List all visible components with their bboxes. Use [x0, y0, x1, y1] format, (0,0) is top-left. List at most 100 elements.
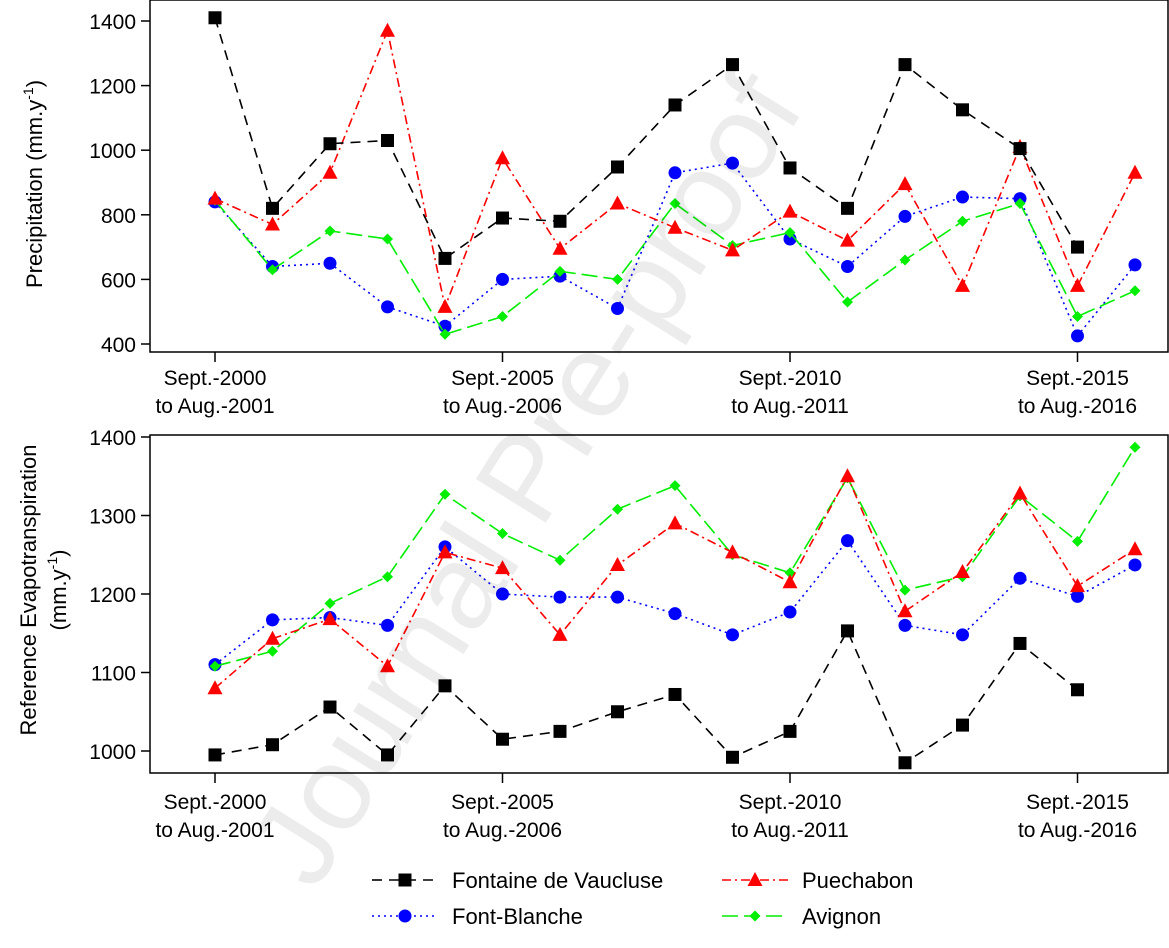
data-point-avignon [382, 233, 393, 245]
y-tick-label: 800 [101, 205, 136, 228]
legend-label: Font-Blanche [452, 904, 583, 929]
data-point-font-blanche [898, 618, 912, 632]
data-point-avignon [497, 311, 508, 323]
data-point-puechabon [725, 242, 740, 257]
data-point-font-blanche [496, 587, 509, 601]
data-point-puechabon [955, 564, 970, 579]
data-point-font-blanche [553, 590, 567, 604]
data-point-fontaine-de-vaucluse [381, 748, 394, 762]
data-point-avignon [382, 571, 393, 583]
data-point-puechabon [265, 216, 280, 231]
data-point-puechabon [207, 190, 223, 205]
data-point-avignon [1072, 535, 1083, 547]
data-point-puechabon [322, 164, 338, 179]
data-point-font-blanche [726, 156, 739, 170]
data-point-font-blanche [1128, 558, 1142, 572]
legend-label: Avignon [802, 904, 881, 929]
data-point-avignon [784, 227, 796, 239]
data-point-fontaine-de-vaucluse [841, 624, 854, 638]
data-point-font-blanche [668, 607, 682, 621]
data-point-puechabon [840, 468, 855, 483]
legend: Fontaine de Vaucluse Puechabon Font-Blanch… [372, 868, 913, 929]
y-axis-title-unit: (mm.y-1) [44, 550, 71, 631]
data-point-fontaine-de-vaucluse [783, 724, 797, 738]
data-point-fontaine-de-vaucluse [266, 201, 279, 215]
data-point-font-blanche [381, 300, 394, 314]
y-tick-label: 1100 [91, 663, 136, 686]
data-point-fontaine-de-vaucluse [1013, 142, 1027, 156]
data-point-puechabon [437, 544, 453, 559]
data-point-fontaine-de-vaucluse [783, 161, 797, 175]
series-puechabon [207, 468, 1143, 695]
y-axis-title: Reference Evapotranspiration [16, 444, 41, 735]
legend-marker [398, 873, 412, 887]
data-point-avignon [1014, 197, 1026, 209]
data-point-fontaine-de-vaucluse [611, 705, 624, 719]
y-tick-label: 1300 [89, 506, 136, 529]
data-point-fontaine-de-vaucluse [956, 718, 969, 732]
data-point-puechabon [1012, 485, 1028, 500]
legend-marker [747, 872, 763, 886]
data-point-avignon [1072, 311, 1083, 323]
data-point-avignon [669, 197, 681, 209]
x-tick-label: Sept.-2015 [1026, 367, 1129, 390]
y-axis-title: Precipitation (mm.y-1) [20, 80, 47, 288]
data-point-font-blanche [668, 166, 682, 180]
data-point-avignon [1129, 441, 1141, 453]
data-point-fontaine-de-vaucluse [898, 756, 912, 770]
y-tick-label: 1400 [89, 427, 136, 450]
data-point-puechabon [207, 680, 223, 695]
data-point-fontaine-de-vaucluse [381, 134, 394, 148]
data-point-fontaine-de-vaucluse [323, 137, 337, 151]
data-point-fontaine-de-vaucluse [208, 748, 222, 762]
data-point-puechabon [840, 232, 855, 247]
data-point-fontaine-de-vaucluse [1071, 240, 1084, 254]
y-tick-label: 1000 [89, 140, 136, 163]
series-fontaine-de-vaucluse [208, 624, 1084, 770]
data-point-avignon [1129, 285, 1141, 297]
series-line-avignon [214, 199, 1136, 336]
data-point-puechabon [1070, 277, 1085, 292]
data-point-font-blanche [1128, 258, 1142, 272]
data-point-puechabon [667, 219, 683, 234]
data-point-avignon [209, 660, 221, 672]
data-point-avignon [669, 480, 681, 492]
data-point-puechabon [955, 277, 970, 292]
legend-item-avignon: Avignon [722, 904, 881, 929]
data-point-font-blanche [956, 190, 969, 204]
data-point-puechabon [495, 150, 510, 165]
data-point-avignon [842, 296, 853, 308]
y-tick-label: 400 [101, 334, 136, 357]
data-point-puechabon [610, 556, 625, 571]
x-tick-label: Sept.-2010 [739, 367, 842, 390]
data-point-font-blanche [841, 259, 854, 273]
x-tick-label: to Aug.-2016 [1018, 395, 1137, 418]
legend-marker [749, 910, 761, 922]
data-point-fontaine-de-vaucluse [1071, 683, 1084, 697]
data-point-puechabon [265, 630, 280, 645]
data-point-font-blanche [496, 272, 509, 286]
x-tick-label: to Aug.-2011 [731, 819, 849, 842]
data-point-puechabon [495, 560, 510, 575]
data-point-avignon [957, 215, 968, 227]
data-point-puechabon [380, 22, 395, 37]
data-point-font-blanche [381, 618, 394, 632]
legend-item-font-blanche: Font-Blanche [372, 904, 583, 929]
data-point-puechabon [380, 658, 395, 673]
data-point-fontaine-de-vaucluse [1013, 636, 1027, 650]
x-tick-label: Sept.-2000 [164, 791, 267, 814]
data-point-fontaine-de-vaucluse [208, 11, 222, 25]
data-point-avignon [267, 645, 278, 657]
plot-frame [149, 0, 1169, 353]
data-point-fontaine-de-vaucluse [668, 687, 682, 701]
data-point-avignon [554, 554, 566, 566]
x-tick-label: to Aug.-2001 [155, 819, 274, 842]
data-point-fontaine-de-vaucluse [438, 679, 452, 693]
data-point-puechabon [667, 515, 683, 530]
data-point-avignon [439, 328, 451, 340]
data-point-fontaine-de-vaucluse [898, 58, 912, 72]
series-fontaine-de-vaucluse [208, 11, 1084, 265]
x-tick-label: Sept.-2005 [451, 367, 554, 390]
data-point-fontaine-de-vaucluse [553, 724, 567, 738]
